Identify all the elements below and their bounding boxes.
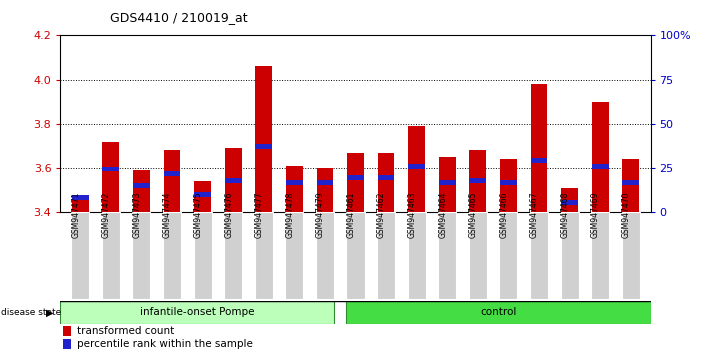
Bar	[316, 180, 333, 185]
Bar	[164, 150, 181, 212]
FancyBboxPatch shape	[102, 212, 120, 299]
FancyBboxPatch shape	[316, 212, 334, 299]
Text: GSM947475: GSM947475	[193, 192, 203, 238]
Text: infantile-onset Pompe: infantile-onset Pompe	[140, 307, 255, 318]
Text: GSM947461: GSM947461	[346, 192, 356, 238]
Text: GSM947479: GSM947479	[316, 192, 325, 238]
FancyBboxPatch shape	[499, 212, 518, 299]
Bar	[530, 158, 547, 162]
Text: GSM947478: GSM947478	[285, 192, 294, 238]
FancyBboxPatch shape	[377, 212, 395, 299]
Bar	[378, 153, 395, 212]
Text: disease state: disease state	[1, 308, 61, 317]
Bar	[255, 144, 272, 149]
Bar	[286, 166, 303, 212]
Bar	[500, 180, 517, 185]
FancyBboxPatch shape	[407, 212, 426, 299]
Bar	[225, 178, 242, 183]
Bar	[225, 148, 242, 212]
Text: GSM947471: GSM947471	[71, 192, 80, 238]
Text: ▶: ▶	[46, 307, 53, 318]
Bar	[60, 301, 334, 324]
Text: GSM947476: GSM947476	[224, 192, 233, 238]
FancyBboxPatch shape	[255, 212, 273, 299]
FancyBboxPatch shape	[591, 212, 609, 299]
FancyBboxPatch shape	[132, 212, 151, 299]
Bar	[194, 192, 211, 197]
Bar	[347, 176, 364, 180]
Bar	[63, 326, 71, 336]
FancyBboxPatch shape	[469, 212, 487, 299]
Bar	[133, 170, 150, 212]
Bar	[102, 167, 119, 171]
Text: percentile rank within the sample: percentile rank within the sample	[77, 339, 252, 349]
Bar	[286, 180, 303, 185]
FancyBboxPatch shape	[71, 212, 90, 299]
Text: control: control	[481, 307, 517, 318]
FancyBboxPatch shape	[163, 212, 181, 299]
Bar	[346, 301, 651, 324]
Bar	[378, 176, 395, 180]
Bar	[469, 178, 486, 183]
Text: GSM947477: GSM947477	[255, 192, 264, 238]
Bar	[469, 150, 486, 212]
Bar	[622, 180, 639, 185]
Text: GSM947470: GSM947470	[621, 192, 631, 238]
Bar	[102, 142, 119, 212]
Text: GSM947469: GSM947469	[591, 192, 600, 238]
Bar	[255, 67, 272, 212]
Bar	[316, 168, 333, 212]
Text: GSM947472: GSM947472	[102, 192, 111, 238]
Bar	[72, 195, 89, 200]
Text: GSM947473: GSM947473	[132, 192, 141, 238]
FancyBboxPatch shape	[560, 212, 579, 299]
Text: GSM947463: GSM947463	[407, 192, 417, 238]
FancyBboxPatch shape	[438, 212, 456, 299]
Bar	[561, 188, 578, 212]
FancyBboxPatch shape	[193, 212, 212, 299]
Bar	[408, 126, 425, 212]
Bar	[592, 102, 609, 212]
Text: transformed count: transformed count	[77, 326, 174, 336]
Bar	[500, 159, 517, 212]
FancyBboxPatch shape	[346, 212, 365, 299]
FancyBboxPatch shape	[224, 212, 242, 299]
Bar	[561, 200, 578, 205]
Bar	[439, 157, 456, 212]
Text: GSM947462: GSM947462	[377, 192, 386, 238]
Text: GSM947465: GSM947465	[469, 192, 478, 238]
Text: GSM947467: GSM947467	[530, 192, 539, 238]
Bar	[439, 180, 456, 185]
FancyBboxPatch shape	[285, 212, 304, 299]
Bar	[194, 181, 211, 212]
Text: GSM947466: GSM947466	[499, 192, 508, 238]
Bar	[622, 159, 639, 212]
Text: GSM947468: GSM947468	[560, 192, 570, 238]
Bar	[592, 164, 609, 169]
Bar	[347, 153, 364, 212]
Bar	[408, 164, 425, 169]
Bar	[164, 171, 181, 176]
Bar	[133, 183, 150, 188]
FancyBboxPatch shape	[621, 212, 640, 299]
Bar	[63, 339, 71, 349]
FancyBboxPatch shape	[530, 212, 548, 299]
Text: GSM947474: GSM947474	[163, 192, 172, 238]
Text: GDS4410 / 210019_at: GDS4410 / 210019_at	[110, 11, 248, 24]
Text: GSM947464: GSM947464	[438, 192, 447, 238]
Bar	[72, 195, 89, 212]
Bar	[530, 84, 547, 212]
